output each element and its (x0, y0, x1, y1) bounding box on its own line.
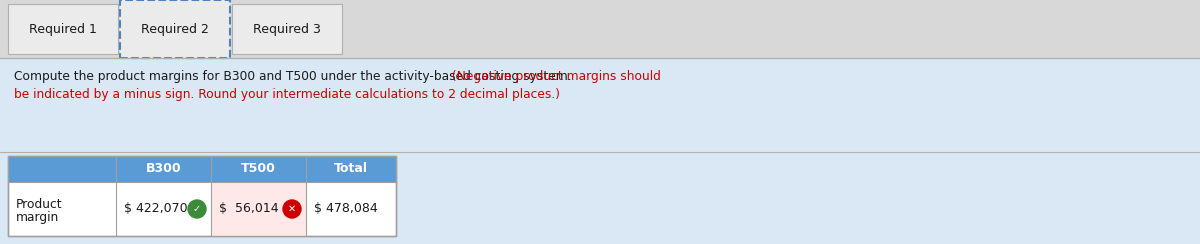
Bar (0, 0, 1200, 58)
Bar (8, 156, 396, 182)
Circle shape (188, 200, 206, 218)
Bar (8, 156, 396, 236)
Text: B300: B300 (145, 163, 181, 175)
Text: Required 1: Required 1 (29, 22, 97, 35)
Bar (8, 156, 396, 236)
Bar (120, 0, 230, 58)
Text: Product: Product (16, 197, 62, 211)
Text: ✕: ✕ (288, 204, 296, 214)
Text: margin: margin (16, 211, 59, 224)
Text: ✓: ✓ (193, 204, 202, 214)
Bar (211, 182, 306, 236)
Bar (8, 4, 118, 54)
Text: Total: Total (334, 163, 368, 175)
Text: T500: T500 (241, 163, 276, 175)
Text: $  56,014: $ 56,014 (220, 203, 278, 215)
Text: $ 422,070: $ 422,070 (124, 203, 187, 215)
Bar (232, 4, 342, 54)
Text: $ 478,084: $ 478,084 (314, 203, 378, 215)
Text: Required 3: Required 3 (253, 22, 320, 35)
Text: Compute the product margins for B300 and T500 under the activity-based costing s: Compute the product margins for B300 and… (14, 70, 571, 83)
Circle shape (283, 200, 301, 218)
Text: (Negative product margins should: (Negative product margins should (449, 70, 661, 83)
Text: Required 2: Required 2 (142, 22, 209, 35)
Text: be indicated by a minus sign. Round your intermediate calculations to 2 decimal : be indicated by a minus sign. Round your… (14, 88, 560, 101)
